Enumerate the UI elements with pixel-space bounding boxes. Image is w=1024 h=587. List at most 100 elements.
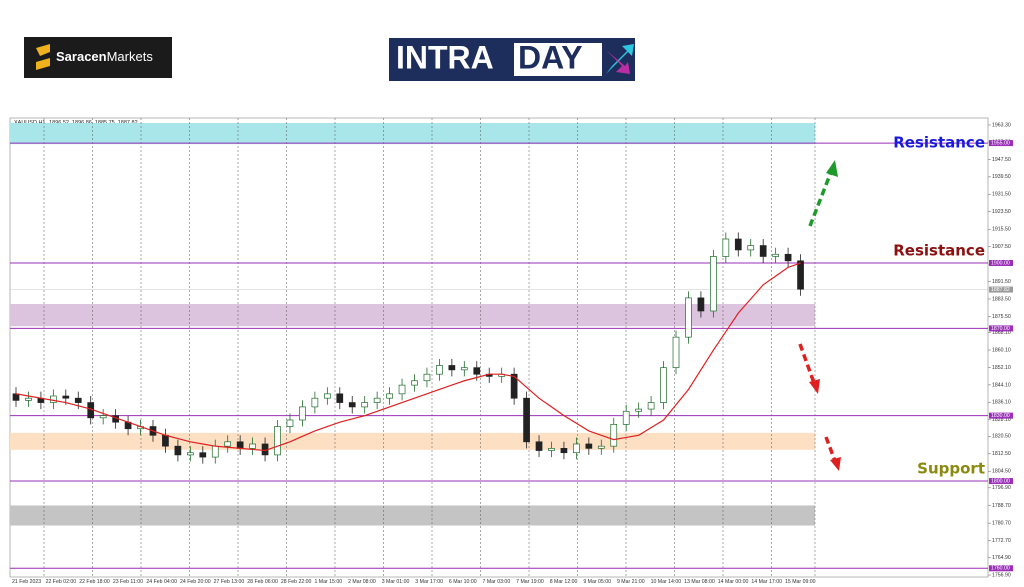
y-tick-label: 1963.30 [992, 122, 1011, 128]
down-arrow-head [809, 379, 820, 394]
candle-body [99, 415, 107, 419]
y-tick-label: 1836.10 [992, 400, 1011, 406]
candle-body [697, 297, 705, 312]
x-tick-label: 21 Feb 2023 [12, 579, 41, 585]
candle-body [710, 256, 717, 312]
candle-body [722, 238, 730, 257]
candle-body [585, 443, 593, 449]
chart-frame [9, 117, 989, 578]
candle-body [299, 406, 306, 421]
x-tick-label: 1 Mar 15:00 [314, 579, 342, 585]
moving-average [15, 262, 801, 452]
candle-body [635, 408, 643, 412]
level-label: 1955.00 [991, 140, 1010, 146]
zone [10, 432, 815, 450]
candle-body [784, 253, 792, 262]
y-tick-label: 1812.50 [992, 451, 1011, 457]
candle-body [610, 424, 618, 447]
y-tick-label: 1828.10 [992, 417, 1011, 423]
candle-body [797, 260, 804, 290]
candle-body [224, 441, 232, 447]
candle-body [423, 373, 431, 382]
x-tick-label: 9 Mar 05:00 [583, 579, 611, 585]
candle-body [647, 402, 655, 410]
y-tick-label: 1875.50 [992, 314, 1011, 320]
candle-body [510, 373, 518, 399]
level-label: 1830.00 [991, 413, 1010, 419]
broker-name: SaracenMarkets [56, 49, 153, 64]
level-label-box [989, 325, 1013, 332]
x-tick-label: 14 Mar 17:00 [751, 579, 782, 585]
candle-body [672, 336, 680, 369]
y-tick-label: 1860.10 [992, 347, 1011, 353]
y-tick-label: 1796.90 [992, 485, 1011, 491]
candle-body [436, 365, 443, 375]
annotation: Resistance [893, 134, 985, 152]
y-tick-label: 1780.70 [992, 521, 1011, 527]
candle-body [747, 245, 755, 251]
annotation: Resistance [893, 242, 985, 260]
candle-body [660, 367, 667, 403]
y-tick-label: 1820.50 [992, 434, 1011, 440]
broker-icon [36, 44, 50, 70]
banner-right: DAY [518, 39, 583, 75]
candle-body [186, 452, 194, 456]
x-tick-label: 22 Feb 18:00 [79, 579, 110, 585]
y-tick-label: 1923.50 [992, 209, 1011, 215]
y-tick-label: 1939.50 [992, 174, 1011, 180]
level-label: 1900.00 [991, 260, 1010, 266]
candle-body [12, 393, 20, 401]
y-tick-label: 1852.10 [992, 365, 1011, 371]
candle-body [772, 253, 779, 257]
broker-bold: Saracen [56, 49, 107, 64]
zone [10, 505, 815, 526]
x-tick-label: 8 Mar 12:00 [550, 579, 578, 585]
y-tick-label: 1804.50 [992, 469, 1011, 475]
y-tick-label: 1844.10 [992, 382, 1011, 388]
level-label-box [989, 140, 1013, 147]
down-arrow-head [830, 457, 841, 471]
candle-body [174, 445, 182, 456]
candle-body [473, 367, 481, 375]
candle-body [311, 397, 319, 408]
x-tick-label: 7 Mar 03:00 [483, 579, 511, 585]
candle-body [249, 443, 256, 449]
level-label: 1870.00 [991, 326, 1010, 332]
x-tick-label: 28 Feb 22:00 [281, 579, 312, 585]
y-tick-label: 1868.10 [992, 330, 1011, 336]
banner-arrow-up [606, 44, 634, 74]
y-tick-label: 1756.90 [992, 572, 1011, 578]
level-label-box [989, 565, 1013, 572]
zone [10, 123, 815, 145]
x-tick-label: 22 Feb 02:00 [46, 579, 77, 585]
x-tick-label: 10 Mar 14:00 [651, 579, 682, 585]
level-label: 1760.00 [991, 566, 1010, 572]
last-price-box [989, 286, 1013, 293]
x-tick-label: 3 Mar 01:00 [382, 579, 410, 585]
x-tick-label: 15 Mar 09:00 [785, 579, 816, 585]
x-tick-label: 6 Mar 10:00 [449, 579, 477, 585]
broker-logo [24, 37, 172, 78]
candle-body [211, 445, 219, 458]
y-tick-label: 1907.50 [992, 244, 1011, 250]
x-tick-label: 3 Mar 17:00 [415, 579, 443, 585]
x-tick-label: 9 Mar 21:00 [617, 579, 645, 585]
candle-body [523, 397, 530, 443]
candle-body [560, 447, 568, 454]
up-arrow [808, 171, 833, 227]
candle-body [759, 245, 767, 257]
level-label: 1800.00 [991, 478, 1010, 484]
plot: 1963.301955.501947.501939.501931.501923.… [10, 118, 1013, 585]
x-tick-label: 24 Feb 04:00 [146, 579, 177, 585]
candle-body [74, 397, 82, 403]
y-tick-label: 1764.90 [992, 555, 1011, 561]
x-tick-label: 14 Mar 00:00 [718, 579, 749, 585]
annotation: Support [917, 460, 985, 478]
down-arrow [798, 343, 816, 384]
x-tick-label: 2 Mar 08:00 [348, 579, 376, 585]
candle-body [348, 402, 356, 408]
candle-body [535, 441, 543, 451]
candle-body [162, 434, 169, 447]
candle-body [597, 445, 605, 449]
